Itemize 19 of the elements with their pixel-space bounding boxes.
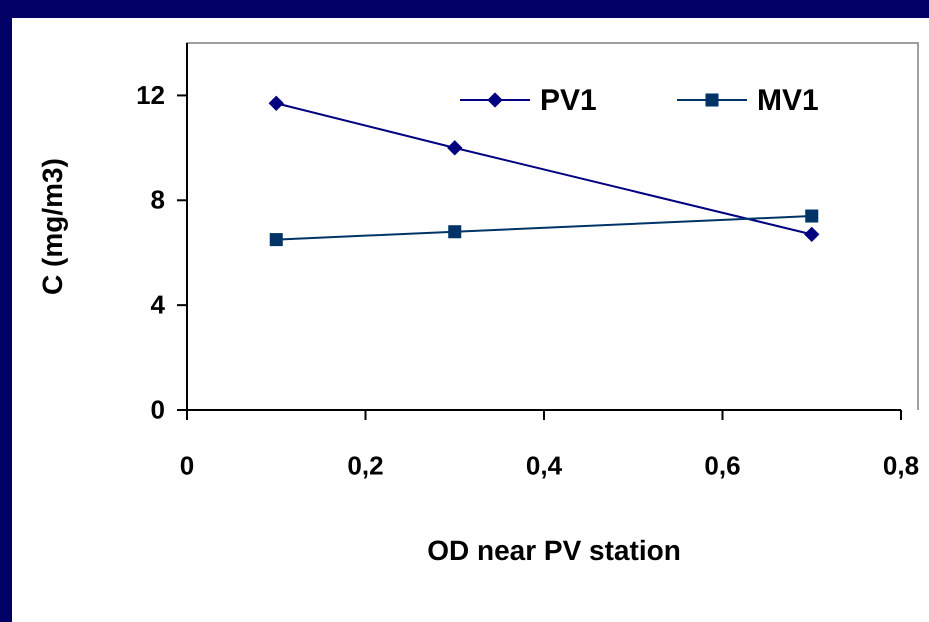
- point: [804, 226, 820, 242]
- point: [805, 209, 818, 223]
- y-tick-label: 12: [136, 80, 165, 110]
- point: [448, 225, 462, 238]
- x-tick-label: 0,6: [704, 450, 741, 480]
- x-axis-title: OD near PV station: [427, 535, 681, 566]
- x-tick-label: 0: [180, 450, 194, 480]
- legend-label: MV1: [757, 84, 819, 117]
- legend-label: PV1: [540, 84, 597, 117]
- x-tick-label: 0,8: [882, 450, 920, 480]
- y-tick-label: 8: [150, 184, 165, 215]
- point: [270, 233, 283, 246]
- x-tick-label: 0,2: [347, 450, 384, 480]
- point: [268, 96, 284, 111]
- y-axis-title: C (mg/m3): [37, 158, 68, 295]
- x-tick-label: 0,4: [526, 450, 563, 480]
- y-tick-label: 4: [150, 289, 166, 320]
- point: [447, 140, 462, 156]
- y-tick-label: 0: [150, 394, 165, 424]
